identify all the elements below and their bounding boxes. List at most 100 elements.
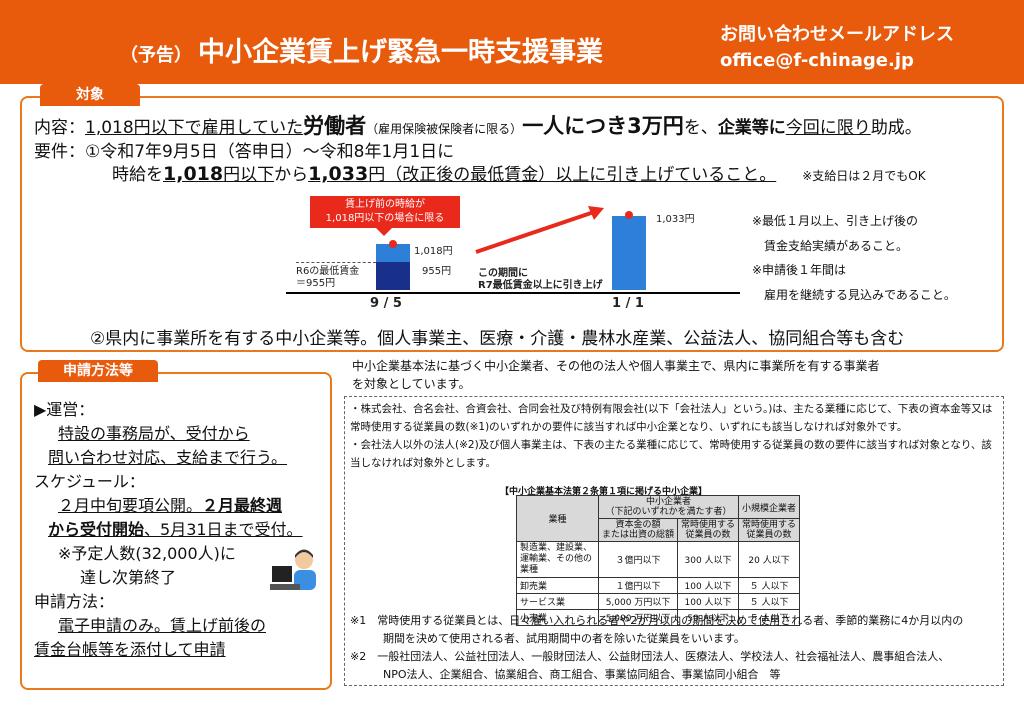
cell-employees: 100 人以下: [677, 593, 740, 610]
footnote2-line2: NPO法人、企業組合、協業組合、商工組合、事業協同組合、事業協同小組合 等: [350, 668, 781, 681]
label-1033: 1,033円: [656, 214, 695, 225]
contact-email[interactable]: office@f-chinage.jp: [720, 50, 914, 71]
person-at-computer-icon: [270, 549, 316, 590]
th-small: 小規模企業者: [738, 495, 801, 519]
req2-prefix: 時給を: [112, 165, 163, 185]
th-sme: 中小企業者 （下記のいずれかを満たす者）: [597, 495, 740, 519]
head-shape: [295, 551, 313, 569]
note-line: 雇用を継続する見込みであること。: [752, 287, 956, 302]
req2-1018: 1,018: [163, 163, 224, 185]
x-label-left: 9 / 5: [370, 296, 402, 311]
footnote1-line2: 期間を決めて使用される者、試用期間中の者を除いた従業員をいいます。: [350, 632, 745, 645]
note-line: ※最低１月以上、引き上げ後の: [752, 214, 919, 228]
footnote2-line1: ※2 一般社団法人、公益社団法人、一般財団法人、公益財団法人、医療法人、学校法人…: [350, 650, 950, 663]
req1-line: 要件：①令和7年9月5日（答申日）～令和8年1月1日に: [34, 137, 454, 162]
def-bullet2: ・会社法人以外の法人(※2)及び個人事業主は、下表の主たる業種に応じて、常時使用…: [350, 439, 992, 469]
chart-axis: [286, 292, 740, 294]
hair-shape: [295, 549, 313, 558]
definition-text: ・株式会社、合名会社、合資会社、合同会社及び特例有限会社(以下「会社法人」という…: [350, 400, 998, 472]
arrow-line: [475, 210, 595, 254]
sched-start: から受付開始: [48, 520, 145, 539]
req2-below: 円以下: [223, 165, 275, 185]
cell-small: ５ 人以下: [738, 593, 801, 610]
th-capital: 資本金の額 または出資の総額: [597, 518, 679, 542]
apply-body: ▶運営： 特設の事務局が、受付から 問い合わせ対応、支給まで行う。 スケジュール…: [34, 398, 303, 662]
method-title: 申請方法：: [34, 592, 115, 611]
monitor-shape: [272, 566, 292, 582]
desk-shape: [270, 584, 300, 590]
def-bullet1: ・株式会社、合名会社、合資会社、合同会社及び特例有限会社(以下「会社法人」という…: [350, 403, 993, 433]
table-row: 製造業、建設業、運輸業、その他の業種 ３億円以下 300 人以下 20 人以下: [516, 541, 801, 578]
content-insured: （雇用保険被保険者に限る）: [366, 122, 523, 136]
cell-capital: ３億円以下: [597, 541, 679, 578]
definition-box: [344, 396, 1004, 686]
bar-left-lower: [376, 262, 410, 290]
callout-text: 賃上げ前の時給が 1,018円以下の場合に限る: [325, 199, 445, 224]
cell-industry: サービス業: [516, 593, 599, 610]
label-arrow: この期間に R7最低賃金以上に引き上げ: [478, 268, 603, 291]
th-industry: 業種: [516, 495, 599, 542]
content-label: 内容：: [34, 118, 85, 138]
table-subheader-row: 資本金の額 または出資の総額 常時使用する 従業員の数 常時使用する 従業員の数: [517, 518, 801, 542]
sched-deadline: 、5月31日まで受付。: [144, 520, 303, 539]
sched-title: スケジュール：: [34, 472, 145, 491]
content-amount: 一人につき3万円: [522, 114, 684, 138]
cell-industry: 製造業、建設業、運輸業、その他の業種: [516, 541, 599, 578]
title-prefix: （予告）: [120, 45, 192, 66]
content-line: 内容：1,018円以下で雇用していた労働者（雇用保険被保険者に限る）一人につき3…: [34, 110, 922, 140]
page-title: （予告） 中小企業賃上げ緊急一時支援事業: [120, 30, 603, 69]
cell-employees: 100 人以下: [677, 577, 740, 594]
note-line: ※申請後１年間は: [752, 263, 847, 277]
marker-right: [625, 211, 633, 219]
th-small-employees: 常時使用する 従業員の数: [738, 518, 801, 542]
label-r6: R6の最低賃金 ＝955円: [296, 266, 360, 289]
req2-line: 時給を1,018円以下から1,033円（改正後の最低賃金）以上に引き上げているこ…: [112, 160, 926, 185]
content-particle: を、: [683, 118, 718, 138]
cell-industry: 卸売業: [516, 577, 599, 594]
apply-section: [20, 372, 332, 690]
req2-note: ※支給日は２月でもOK: [802, 169, 926, 183]
content-company: 企業等に: [717, 118, 786, 138]
req1-text: 要件：①令和7年9月5日（答申日）～令和8年1月1日に: [34, 142, 455, 162]
req2-raise: 円（改正後の最低賃金）以上に引き上げていること。: [368, 165, 777, 185]
sched-end: 達し次第終了: [80, 568, 177, 587]
table-header-row: 業種 中小企業者 （下記のいずれかを満たす者） 小規模企業者: [516, 495, 801, 542]
x-label-right: 1 / 1: [612, 296, 644, 311]
target-tab: 対象: [40, 84, 140, 106]
op-line1: 特設の事務局が、受付から: [58, 424, 250, 443]
th-employees: 常時使用する 従業員の数: [677, 518, 740, 542]
sched-quota: ※予定人数(32,000人)に: [58, 544, 236, 563]
content-wage-cond: 1,018円以下で雇用していた: [85, 118, 304, 138]
r6-dashline: [296, 262, 376, 263]
sched-line1: ２月中旬要項公開。: [58, 496, 203, 515]
definition-intro: 中小企業基本法に基づく中小企業者、その他の法人や個人事業主で、県内に事業所を有す…: [352, 357, 1012, 393]
req2-1033: 1,033: [308, 163, 369, 185]
intro-line2: を対象としています。: [352, 377, 471, 391]
req2-from: から: [274, 165, 309, 185]
bar-right: [612, 216, 646, 290]
footnote1-line1: ※1 常時使用する従業員とは、日々雇い入れられる者や2か月以内の期間を決めて使用…: [350, 614, 964, 627]
content-subsidy: 助成。: [870, 118, 922, 138]
header-banner: （予告） 中小企業賃上げ緊急一時支援事業 お問い合わせメールアドレス office…: [0, 0, 1024, 84]
sched-final-week: ２月最終週: [202, 496, 283, 515]
content-once: 今回に限り: [785, 118, 871, 138]
contact-label: お問い合わせメールアドレス: [720, 24, 954, 45]
intro-line1: 中小企業基本法に基づく中小企業者、その他の法人や個人事業主で、県内に事業所を有す…: [352, 359, 880, 373]
content-worker: 労働者: [303, 114, 367, 138]
cell-industry: 小売業: [516, 609, 599, 626]
title-text: 中小企業賃上げ緊急一時支援事業: [198, 37, 603, 68]
sme-table: 業種 中小企業者 （下記のいずれかを満たす者） 小規模企業者 資本金の額 または…: [516, 495, 801, 626]
callout-box: 賃上げ前の時給が 1,018円以下の場合に限る: [310, 196, 460, 236]
table-row: サービス業 5,000 万円以下 100 人以下 ５ 人以下: [516, 593, 801, 610]
method-online: 電子申請のみ: [58, 616, 155, 635]
marker-left: [389, 240, 397, 248]
method-line2: 賃金台帳等を添付して申請: [34, 640, 226, 659]
apply-tab: 申請方法等: [38, 360, 158, 382]
cell-small: ５ 人以下: [738, 609, 801, 626]
cell-capital: １億円以下: [597, 577, 679, 594]
raise-arrow: [475, 206, 604, 254]
cell-capital: 5,000 万円以下: [597, 593, 679, 610]
op-line2: 問い合わせ対応、支給まで行う。: [48, 448, 288, 467]
table-title: 【中小企業基本法第２条第１項に掲げる中小企業】: [500, 487, 708, 497]
conditions-notes: ※最低１月以上、引き上げ後の 賃金支給実績があること。 ※申請後１年間は 雇用を…: [752, 209, 956, 307]
